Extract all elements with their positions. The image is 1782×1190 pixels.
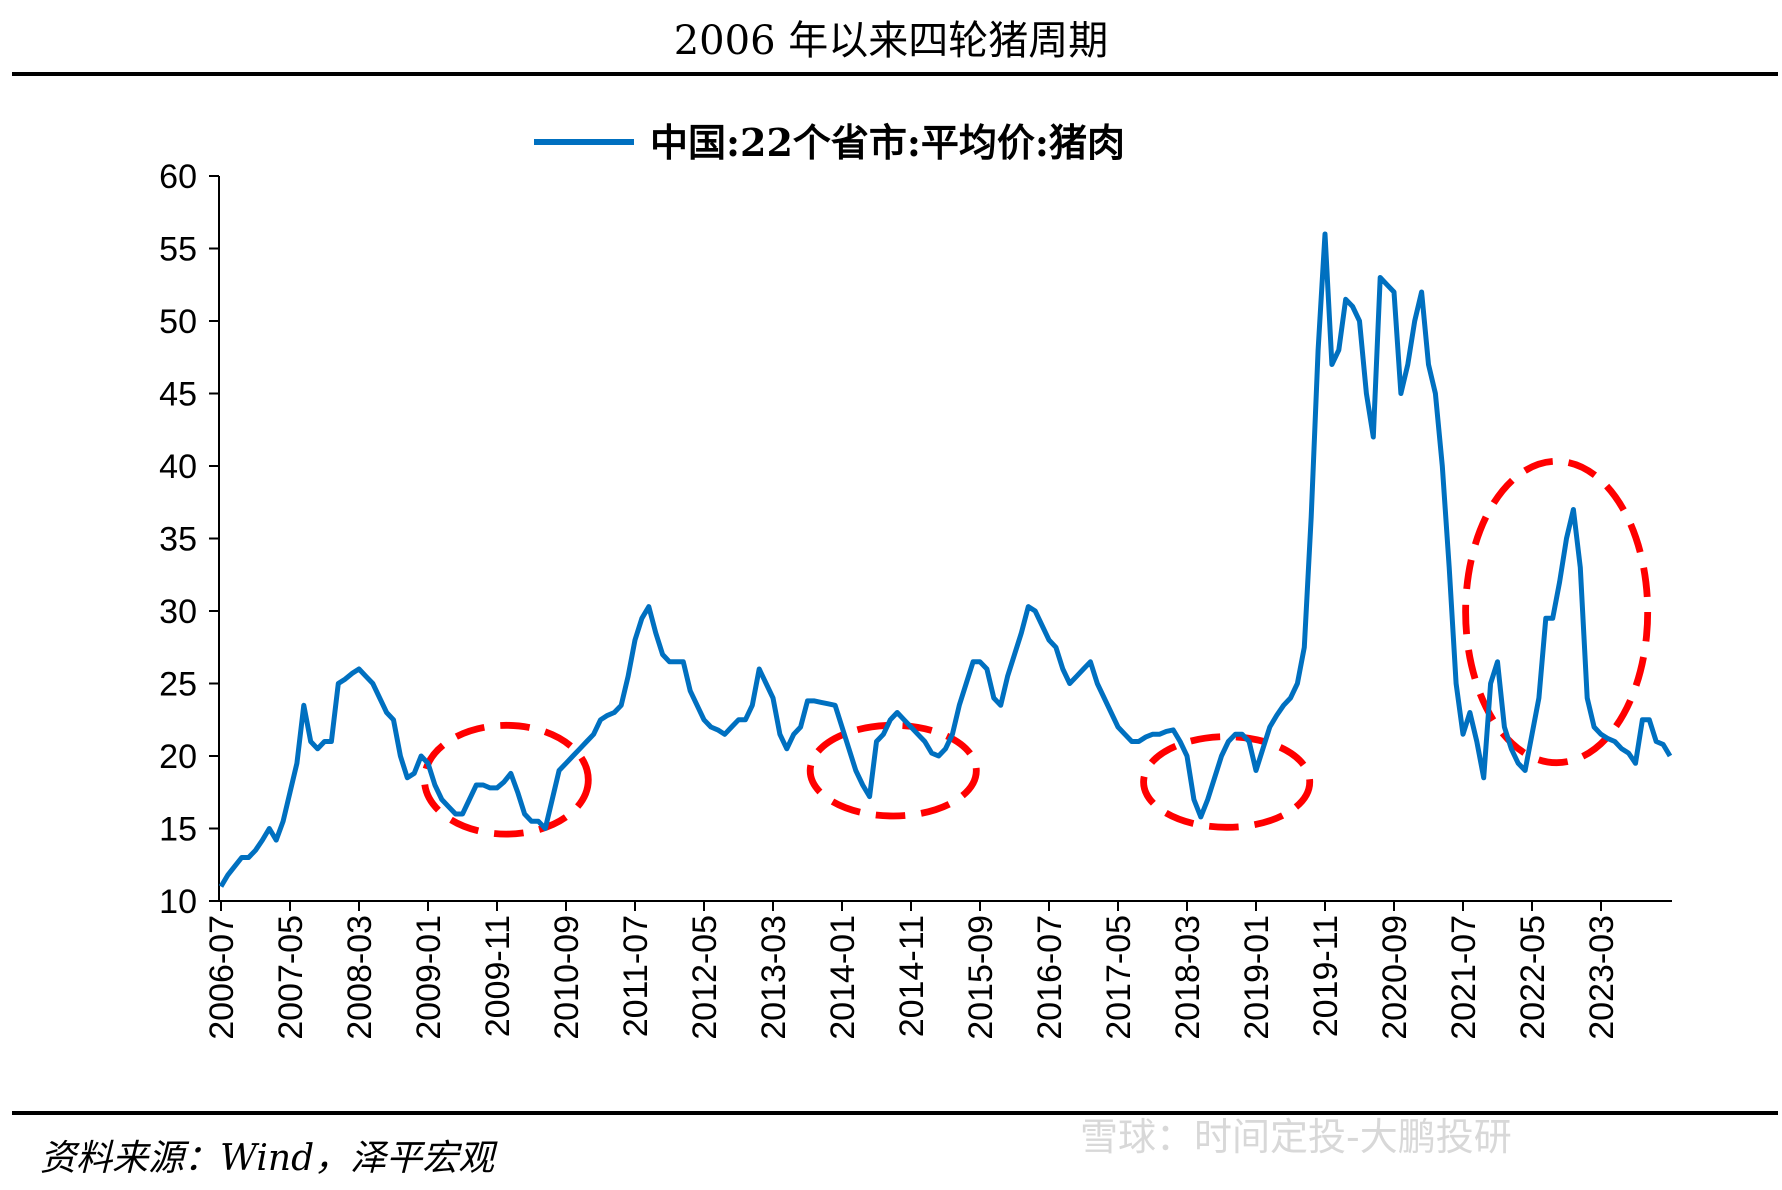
x-tick-label: 2015-09 (962, 915, 1000, 1040)
source: 资料来源：Wind，泽平宏观 (40, 1138, 498, 1179)
x-tick-label: 2021-07 (1445, 915, 1483, 1040)
chart-title: 2006 年以来四轮猪周期 (674, 18, 1109, 64)
y-tick-label: 15 (159, 811, 197, 849)
x-tick-label: 2013-03 (755, 915, 793, 1040)
highlight-ellipse (421, 721, 592, 838)
y-tick-label: 45 (159, 376, 197, 414)
highlight-ellipse (806, 721, 980, 820)
x-tick-label: 2022-05 (1514, 915, 1552, 1040)
series-line (218, 231, 1673, 888)
highlight-ellipse (1462, 457, 1652, 767)
x-tick-label: 2009-11 (479, 915, 517, 1037)
y-tick-label: 35 (159, 521, 197, 559)
x-tick-label: 2010-09 (548, 915, 586, 1040)
x-tick-label: 2018-03 (1169, 915, 1207, 1040)
x-tick-label: 2009-01 (410, 915, 448, 1040)
x-tick-label: 2014-01 (824, 915, 862, 1040)
x-tick-label: 2014-11 (893, 915, 931, 1037)
watermark: 雪球：时间定投-大鹏投研 (1080, 1115, 1512, 1159)
x-tick-label: 2008-03 (341, 915, 379, 1040)
highlight-ellipses (421, 457, 1652, 838)
x-tick-label: 2011-07 (617, 915, 655, 1037)
x-tick-label: 2019-01 (1238, 915, 1276, 1040)
x-tick-label: 2012-05 (686, 915, 724, 1040)
x-tick-label: 2006-07 (203, 915, 241, 1040)
legend-label: 中国:22个省市:平均价:猪肉 (650, 120, 1125, 165)
y-tick-label: 25 (159, 666, 197, 704)
y-tick-label: 60 (159, 158, 197, 196)
y-tick-label: 30 (159, 593, 197, 631)
x-tick-label: 2019-11 (1307, 915, 1345, 1037)
y-tick-label: 40 (159, 448, 197, 486)
y-tick-label: 10 (159, 883, 197, 921)
x-tick-label: 2017-05 (1100, 915, 1138, 1040)
y-tick-label: 55 (159, 231, 197, 269)
x-tick-label: 2007-05 (272, 915, 310, 1040)
x-tick-label: 2023-03 (1583, 915, 1621, 1040)
highlight-ellipse (1140, 733, 1314, 831)
x-tick-label: 2020-09 (1376, 915, 1414, 1040)
x-tick-label: 2016-07 (1031, 915, 1069, 1040)
y-tick-label: 50 (159, 303, 197, 341)
y-tick-label: 20 (159, 738, 197, 776)
